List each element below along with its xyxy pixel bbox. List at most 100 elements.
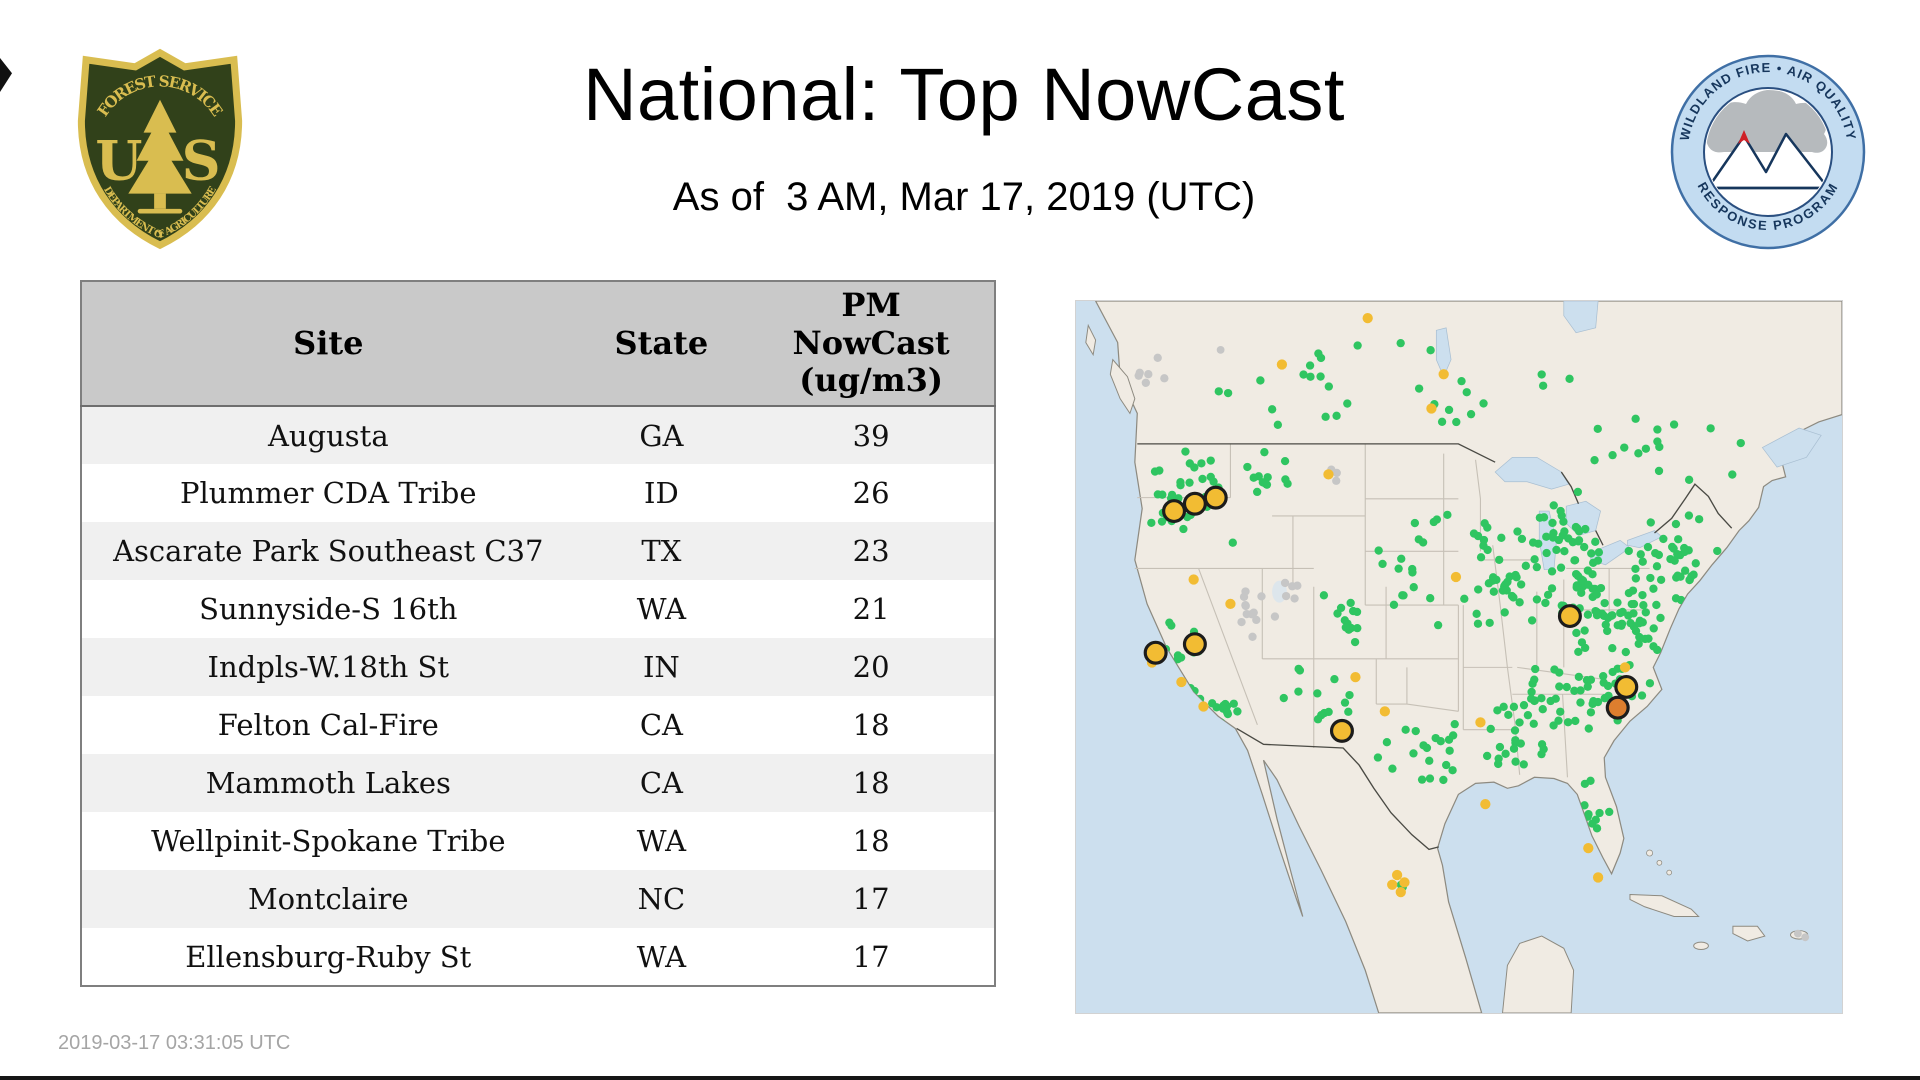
cell-site: Ascarate Park Southeast C37 bbox=[113, 534, 544, 568]
monitor-dot-good bbox=[1513, 527, 1522, 536]
monitor-dot-good bbox=[1574, 647, 1583, 657]
monitor-dot-good bbox=[1279, 693, 1288, 703]
monitor-dot-good bbox=[1527, 687, 1536, 697]
monitor-dot-good bbox=[1654, 466, 1664, 476]
monitor-map bbox=[1075, 300, 1843, 1014]
monitor-dot-good bbox=[1523, 711, 1533, 720]
monitor-dot-good bbox=[1511, 736, 1520, 745]
highlighted-site-marker-moderate bbox=[1557, 604, 1582, 629]
cell-site: Wellpinit-Spokane Tribe bbox=[151, 824, 506, 858]
monitor-dot-good bbox=[1680, 566, 1690, 575]
monitor-dot-good bbox=[1586, 776, 1595, 785]
monitor-dot-good bbox=[1344, 707, 1353, 716]
cell-site: Mammoth Lakes bbox=[205, 766, 451, 800]
monitor-dot-good bbox=[1629, 599, 1639, 609]
monitor-dot-good bbox=[1532, 595, 1542, 604]
monitor-dot-moderate bbox=[1438, 369, 1449, 380]
monitor-dot-moderate bbox=[1323, 469, 1334, 480]
monitor-dot-good bbox=[1485, 618, 1494, 628]
monitor-dot-good bbox=[1616, 608, 1625, 618]
monitor-dot-good bbox=[1480, 519, 1489, 528]
edge-artifact bbox=[0, 58, 12, 92]
monitor-dot-good bbox=[1486, 724, 1495, 734]
monitor-dot-good bbox=[1479, 399, 1488, 408]
monitor-dot-good bbox=[1562, 682, 1571, 692]
monitor-dot-good bbox=[1577, 588, 1586, 598]
monitor-dot-good bbox=[1542, 548, 1551, 558]
monitor-dot-good bbox=[1680, 547, 1689, 557]
monitor-dot-moderate bbox=[1619, 662, 1631, 673]
cell-value: 17 bbox=[852, 882, 890, 916]
monitor-dot-good bbox=[1596, 583, 1606, 593]
monitor-dot-good bbox=[1346, 598, 1355, 608]
monitor-dot-good bbox=[1223, 388, 1233, 398]
smoke-plume-icon bbox=[1706, 90, 1828, 153]
monitor-dot-good bbox=[1641, 634, 1650, 644]
monitor-dot-good bbox=[1620, 443, 1629, 452]
monitor-dot-good bbox=[1353, 624, 1362, 633]
monitor-dot-good bbox=[1656, 613, 1665, 623]
cell-site: Sunnyside-S 16th bbox=[199, 592, 458, 626]
monitor-dot-good bbox=[1493, 706, 1502, 715]
cell-state: ID bbox=[644, 476, 679, 510]
forest-service-logo: FOREST SERVICE DEPARTMENT OF AGRICULTURE… bbox=[77, 48, 243, 250]
monitor-dot-good bbox=[1652, 562, 1662, 571]
monitor-dot-good bbox=[1414, 384, 1424, 393]
cell-state: WA bbox=[636, 592, 687, 626]
monitor-dot-good bbox=[1313, 689, 1322, 698]
monitor-dot-good bbox=[1670, 556, 1679, 565]
monitor-dot-good bbox=[1552, 545, 1561, 555]
monitor-dot-good bbox=[1538, 381, 1548, 390]
monitor-dot-moderate bbox=[1395, 886, 1406, 898]
monitor-dot-moderate bbox=[1362, 312, 1373, 324]
monitor-dot-good bbox=[1294, 664, 1303, 673]
monitor-dot-good bbox=[1634, 639, 1643, 648]
monitor-dot-good bbox=[1673, 549, 1682, 559]
monitor-dot-good bbox=[1636, 550, 1645, 559]
cell-state: CA bbox=[639, 766, 683, 800]
monitor-dot-good bbox=[1631, 414, 1640, 423]
monitor-dot-good bbox=[1341, 623, 1350, 632]
monitor-dot-good bbox=[1256, 376, 1265, 385]
monitor-dot-good bbox=[1550, 665, 1559, 674]
monitor-dot-good bbox=[1306, 372, 1315, 381]
monitor-dot-good bbox=[1574, 672, 1584, 682]
monitor-dot-good bbox=[1176, 481, 1185, 490]
monitor-dot-good bbox=[1509, 593, 1518, 602]
monitor-dot-good bbox=[1694, 515, 1704, 524]
monitor-dot-moderate bbox=[1399, 877, 1410, 888]
table-row: Augusta GA 39 bbox=[81, 406, 995, 464]
table-row: Ellensburg-Ruby St WA 17 bbox=[81, 928, 995, 986]
monitor-dot-good bbox=[1549, 501, 1558, 510]
monitor-dot-inactive bbox=[1237, 617, 1246, 627]
cell-value: 18 bbox=[852, 766, 890, 800]
fs-monogram-u: U bbox=[95, 129, 142, 193]
monitor-dot-good bbox=[1243, 462, 1252, 472]
monitor-dot-good bbox=[1299, 370, 1308, 379]
monitor-dot-good bbox=[1586, 708, 1596, 717]
monitor-dot-moderate bbox=[1225, 598, 1236, 610]
cell-value: 39 bbox=[852, 418, 890, 453]
monitor-dot-good bbox=[1527, 694, 1536, 703]
monitor-dot-good bbox=[1608, 611, 1617, 620]
monitor-dot-good bbox=[1350, 637, 1360, 647]
monitor-dot-good bbox=[1429, 517, 1438, 527]
monitor-dot-good bbox=[1348, 606, 1358, 616]
monitor-dot-good bbox=[1570, 556, 1580, 565]
monitor-dot-good bbox=[1605, 807, 1614, 817]
monitor-dot-good bbox=[1613, 664, 1622, 673]
monitor-dot-good bbox=[1574, 537, 1583, 546]
monitor-dot-good bbox=[1179, 524, 1188, 534]
table-header-row: Site State PM NowCast (ug/m3) bbox=[81, 281, 995, 407]
monitor-dot-good bbox=[1593, 424, 1602, 433]
cell-state: WA bbox=[636, 939, 687, 974]
monitor-dot-good bbox=[1197, 459, 1206, 468]
monitor-dot-good bbox=[1548, 533, 1558, 542]
monitor-dot-good bbox=[1639, 601, 1648, 610]
monitor-dot-good bbox=[1628, 586, 1638, 595]
monitor-dot-good bbox=[1537, 370, 1546, 379]
monitor-dot-good bbox=[1584, 724, 1593, 733]
nowcast-table-body: Augusta GA 39 Plummer CDA Tribe ID 26 Ascarate… bbox=[81, 406, 995, 986]
monitor-dot-good bbox=[1332, 411, 1341, 420]
as-of-subtitle: As of 3 AM, Mar 17, 2019 (UTC) bbox=[672, 175, 1256, 219]
